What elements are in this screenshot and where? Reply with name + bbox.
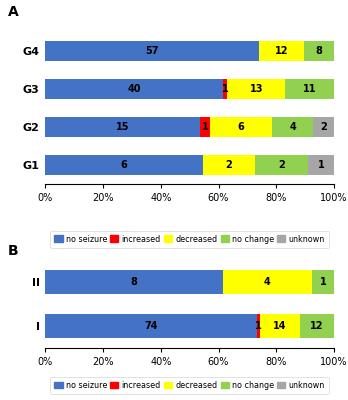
Bar [228, 78, 285, 100]
Legend: no seizure, increased, decreased, no change, unknown: no seizure, increased, decreased, no cha… [50, 377, 329, 394]
Bar [203, 154, 255, 176]
Text: 6: 6 [121, 160, 127, 170]
Bar [308, 154, 334, 176]
Text: 1: 1 [319, 277, 326, 287]
Bar [223, 78, 228, 100]
Text: 1: 1 [222, 84, 229, 94]
Bar [45, 270, 223, 294]
Bar [45, 116, 200, 138]
Legend: no seizure, increased, decreased, no change, unknown: no seizure, increased, decreased, no cha… [50, 230, 329, 248]
Text: 2: 2 [321, 122, 327, 132]
Text: 40: 40 [127, 84, 141, 94]
Text: 12: 12 [310, 321, 324, 331]
Bar [45, 78, 223, 100]
Text: 8: 8 [131, 277, 137, 287]
Bar [312, 270, 334, 294]
Text: 57: 57 [145, 46, 159, 56]
Text: 12: 12 [275, 46, 288, 56]
Text: 14: 14 [273, 321, 286, 331]
Bar [210, 116, 272, 138]
Bar [200, 116, 210, 138]
Text: 2: 2 [226, 160, 232, 170]
Bar [45, 40, 259, 62]
Bar [285, 78, 334, 100]
Bar [272, 116, 314, 138]
Bar [45, 154, 203, 176]
Text: 15: 15 [116, 122, 129, 132]
Text: 2: 2 [278, 160, 285, 170]
Text: 4: 4 [290, 122, 296, 132]
Text: 6: 6 [238, 122, 245, 132]
Text: B: B [8, 244, 18, 258]
Bar [257, 314, 260, 338]
Text: 11: 11 [303, 84, 316, 94]
Text: 74: 74 [144, 321, 158, 331]
Text: 1: 1 [202, 122, 208, 132]
Text: 8: 8 [316, 46, 323, 56]
Bar [255, 154, 308, 176]
Text: 1: 1 [255, 321, 262, 331]
Bar [223, 270, 312, 294]
Bar [259, 40, 304, 62]
Text: A: A [8, 5, 18, 19]
Text: 13: 13 [250, 84, 263, 94]
Bar [314, 116, 334, 138]
Bar [260, 314, 300, 338]
Text: 1: 1 [318, 160, 324, 170]
Bar [300, 314, 334, 338]
Text: 4: 4 [264, 277, 271, 287]
Bar [304, 40, 334, 62]
Bar [45, 314, 257, 338]
